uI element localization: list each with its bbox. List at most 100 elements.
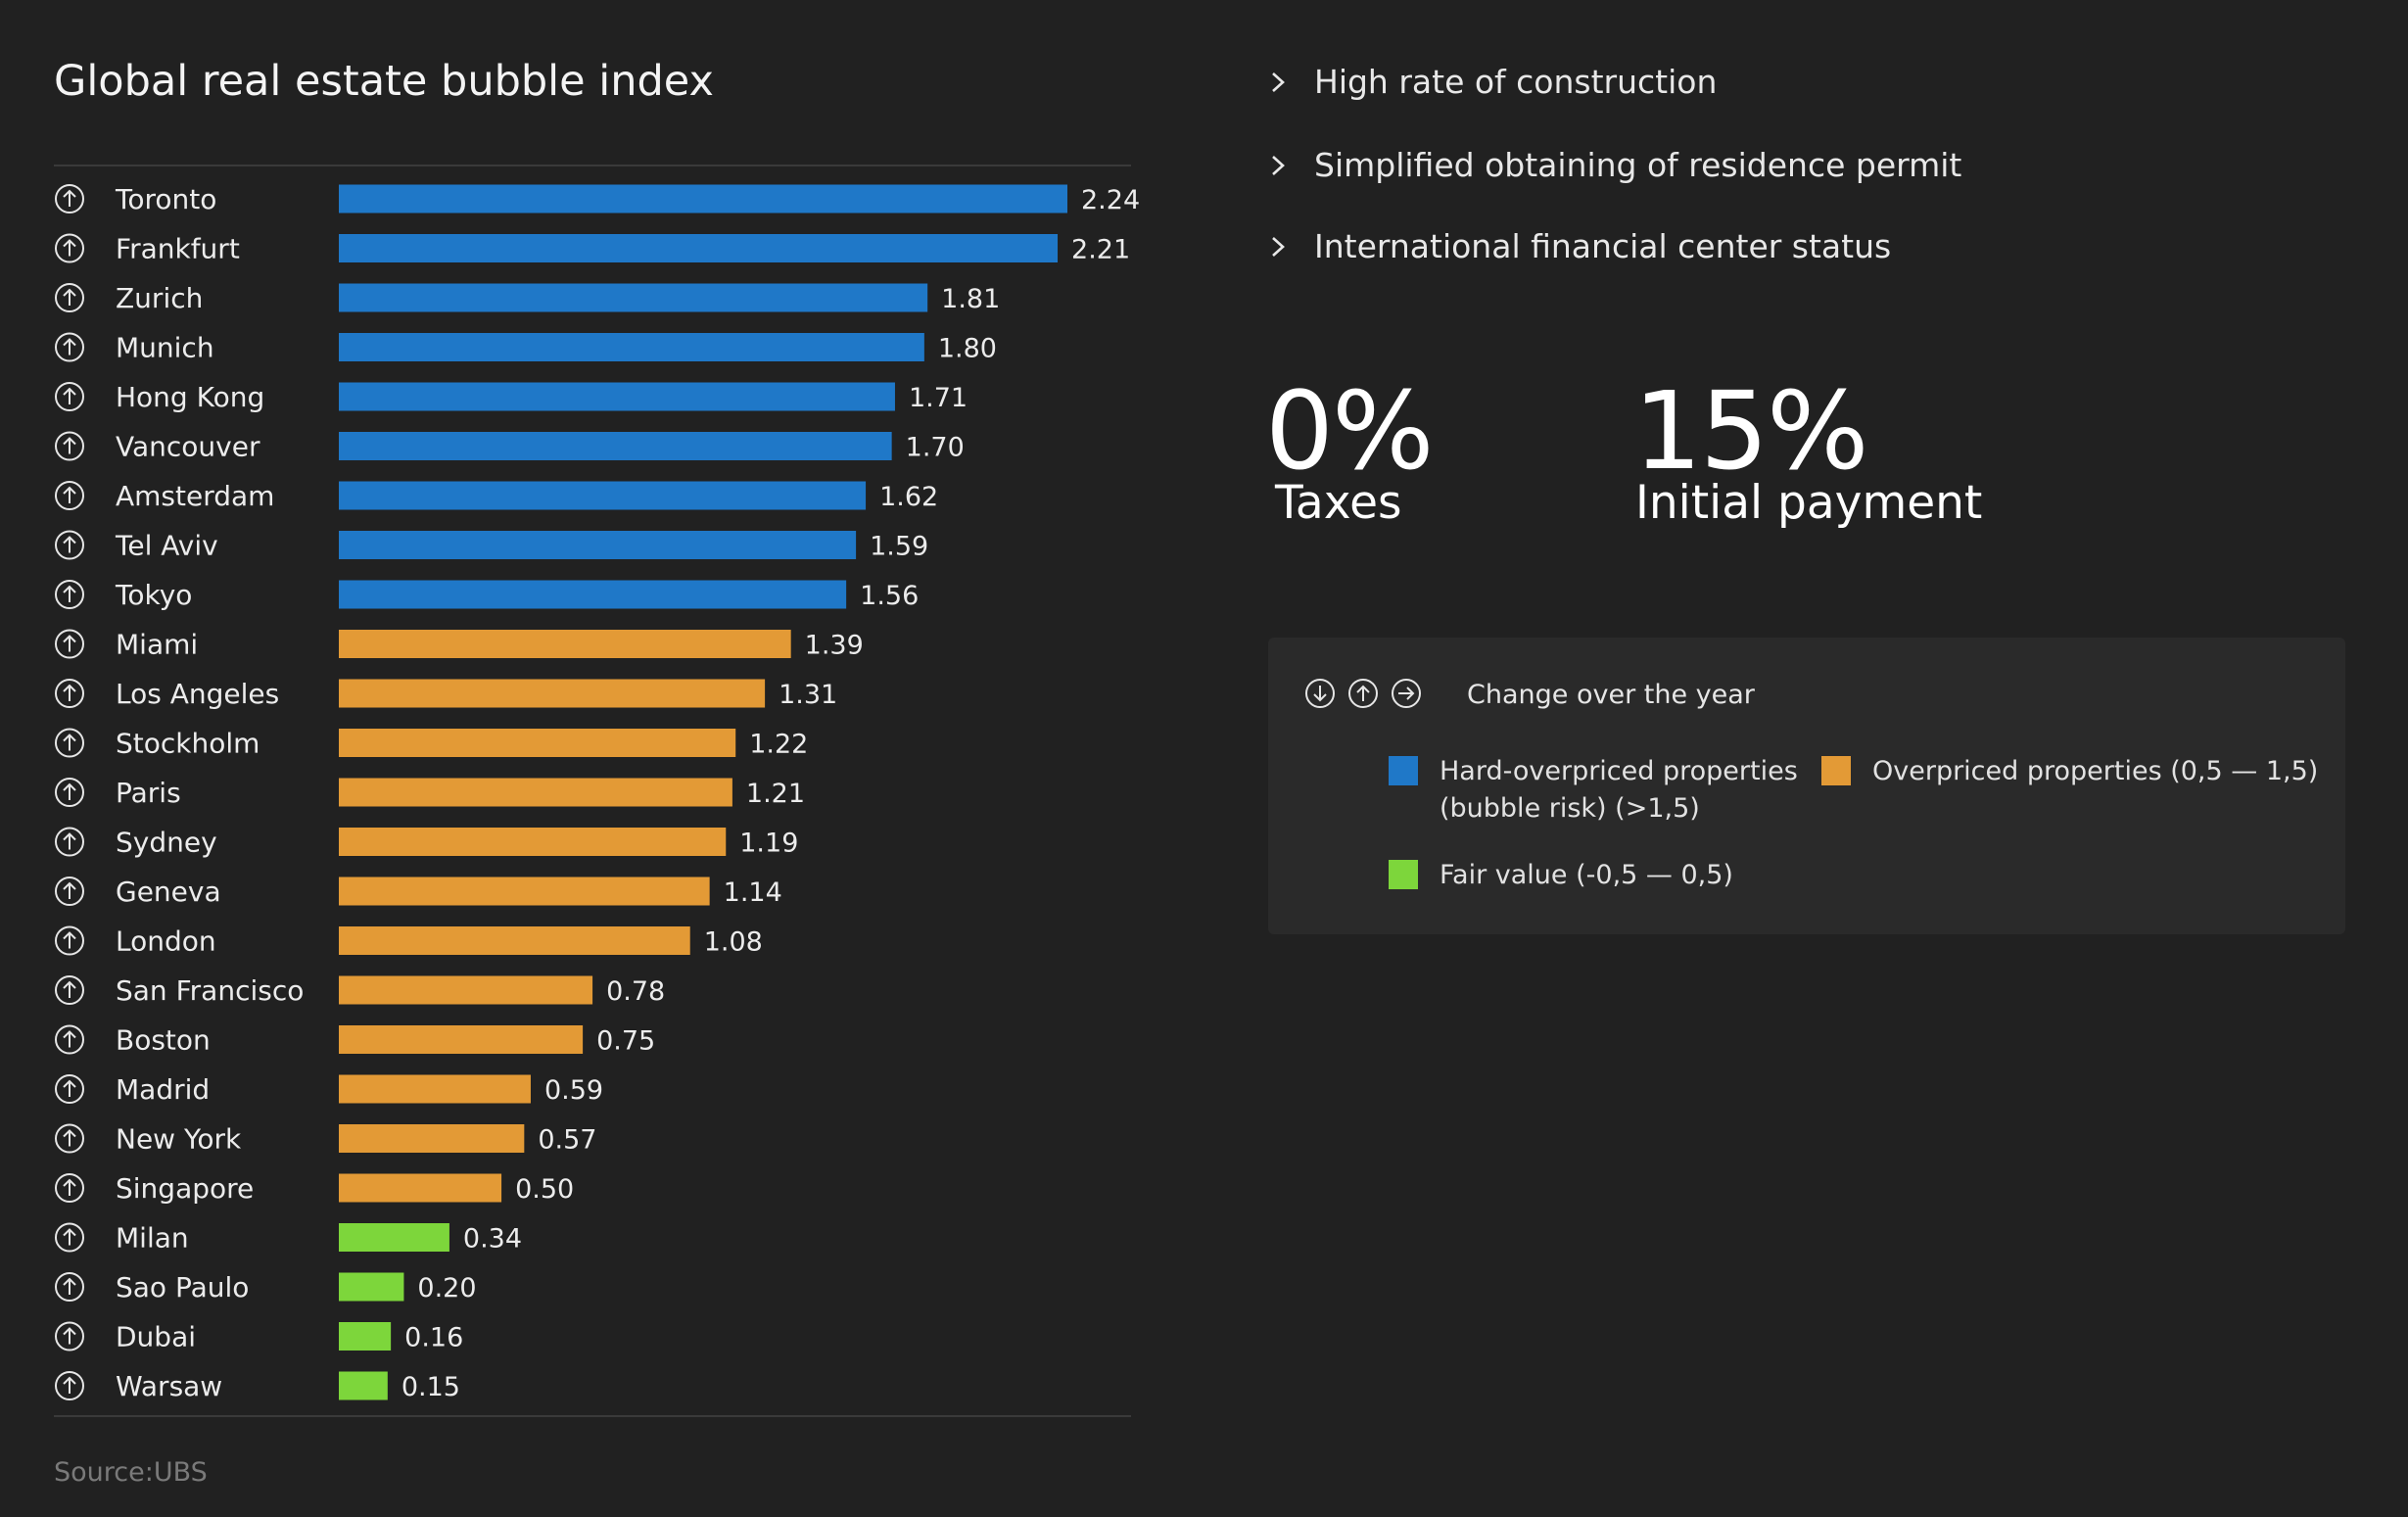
arrow-up-circle-icon bbox=[55, 975, 84, 1005]
category-label: Hong Kong bbox=[116, 381, 264, 413]
bar bbox=[339, 1223, 449, 1252]
value-label: 0.59 bbox=[544, 1075, 603, 1106]
bar bbox=[339, 1074, 531, 1104]
bar-row: New York 0.57 bbox=[55, 1123, 596, 1156]
legend-swatch-orange bbox=[1821, 756, 1851, 785]
category-label: Zurich bbox=[116, 282, 203, 314]
bar bbox=[339, 432, 892, 460]
arrow-up-circle-icon bbox=[55, 679, 84, 708]
bottom-divider bbox=[54, 1415, 1131, 1417]
value-label: 2.21 bbox=[1071, 235, 1130, 265]
arrow-up-circle-icon bbox=[55, 877, 84, 906]
value-label: 1.19 bbox=[739, 829, 798, 859]
value-label: 1.62 bbox=[879, 482, 938, 512]
bar-row: Warsaw 0.15 bbox=[55, 1370, 460, 1402]
value-label: 0.20 bbox=[417, 1273, 476, 1304]
legend-item-fair-value: Fair value (-0,5 — 0,5) bbox=[1389, 857, 1733, 894]
arrow-up-circle-icon bbox=[1346, 677, 1380, 710]
arrow-up-circle-icon bbox=[55, 827, 84, 857]
arrow-up-circle-icon bbox=[55, 382, 84, 411]
category-label: Los Angeles bbox=[116, 678, 279, 710]
arrow-up-circle-icon bbox=[55, 925, 84, 956]
highlight-construction: High rate of construction bbox=[1263, 63, 1717, 101]
highlight-text: High rate of construction bbox=[1314, 63, 1718, 101]
source-note: Source:UBS bbox=[54, 1457, 208, 1488]
legend-item-overpriced: Overpriced properties (0,5 — 1,5) bbox=[1821, 753, 2318, 790]
bar bbox=[339, 481, 867, 510]
value-label: 1.80 bbox=[938, 334, 997, 364]
arrow-up-circle-icon bbox=[55, 431, 84, 461]
bar-row: Toronto 2.24 bbox=[55, 183, 1140, 215]
arrow-up-circle-icon bbox=[55, 283, 84, 312]
arrow-up-circle-icon bbox=[55, 530, 84, 560]
bar bbox=[339, 531, 857, 559]
arrow-up-circle-icon bbox=[55, 1272, 84, 1302]
arrow-down-circle-icon bbox=[1303, 677, 1337, 710]
bar-row: Hong Kong 1.71 bbox=[55, 381, 968, 413]
value-label: 1.39 bbox=[805, 631, 864, 661]
value-label: 0.75 bbox=[596, 1026, 655, 1057]
legend-label: Overpriced properties (0,5 — 1,5) bbox=[1872, 756, 2319, 786]
value-label: 0.78 bbox=[606, 976, 665, 1007]
bar-row: Tel Aviv 1.59 bbox=[55, 530, 928, 562]
category-label: Munich bbox=[116, 332, 214, 364]
arrow-right-circle-icon bbox=[1390, 677, 1423, 710]
value-label: 0.50 bbox=[515, 1174, 574, 1205]
highlight-residence-permit: Simplified obtaining of residence permit bbox=[1263, 146, 1961, 184]
arrow-up-circle-icon bbox=[55, 1024, 84, 1055]
category-label: Vancouver bbox=[116, 431, 260, 463]
category-label: Tokyo bbox=[115, 579, 192, 611]
arrow-up-circle-icon bbox=[55, 233, 84, 263]
value-label: 1.31 bbox=[779, 680, 837, 710]
bar-row: Sao Paulo 0.20 bbox=[55, 1271, 477, 1304]
value-label: 0.57 bbox=[538, 1125, 596, 1156]
bar-row: Geneva 1.14 bbox=[55, 876, 782, 908]
bar-row: Sydney 1.19 bbox=[55, 827, 798, 859]
bar bbox=[339, 184, 1067, 213]
bar-row: San Francisco 0.78 bbox=[55, 974, 665, 1007]
stat-taxes-label: Taxes bbox=[1275, 476, 1402, 530]
category-label: San Francisco bbox=[116, 974, 304, 1007]
value-label: 1.14 bbox=[724, 877, 782, 908]
chevron-right-icon bbox=[1272, 236, 1285, 257]
bar bbox=[339, 1322, 392, 1351]
arrow-up-circle-icon bbox=[55, 728, 84, 758]
value-label: 1.59 bbox=[870, 532, 928, 562]
legend-label: Hard-overpriced properties bbox=[1440, 756, 1798, 786]
bar-row: Madrid 0.59 bbox=[55, 1073, 603, 1106]
value-label: 1.08 bbox=[704, 927, 763, 958]
legend-swatch-blue bbox=[1389, 756, 1418, 785]
arrow-up-circle-icon bbox=[55, 1371, 84, 1400]
bar bbox=[339, 1272, 404, 1302]
bar bbox=[339, 828, 727, 856]
bar bbox=[339, 630, 791, 658]
stat-initial-payment-label: Initial payment bbox=[1635, 476, 1983, 530]
change-icons bbox=[1303, 677, 1423, 710]
category-label: Miami bbox=[116, 629, 198, 661]
legend-item-hard-overpriced: Hard-overpriced properties (bubble risk)… bbox=[1389, 753, 1798, 828]
category-label: Madrid bbox=[116, 1073, 210, 1106]
category-label: Stockholm bbox=[116, 728, 260, 760]
value-label: 0.16 bbox=[404, 1323, 463, 1353]
value-label: 1.70 bbox=[906, 433, 965, 463]
category-label: Paris bbox=[116, 777, 181, 809]
category-label: Sydney bbox=[116, 827, 217, 859]
bar bbox=[339, 877, 710, 906]
bar-row: Paris 1.21 bbox=[55, 777, 805, 809]
bar bbox=[339, 1173, 502, 1203]
bar bbox=[339, 679, 766, 708]
bar-row: Munich 1.80 bbox=[55, 332, 997, 364]
category-label: Warsaw bbox=[116, 1370, 222, 1402]
bar-row: Singapore 0.50 bbox=[55, 1172, 574, 1205]
bar-row: Zurich 1.81 bbox=[55, 282, 1000, 314]
arrow-up-circle-icon bbox=[55, 1321, 84, 1351]
highlight-financial-center: International financial center status bbox=[1263, 227, 1891, 265]
arrow-up-circle-icon bbox=[55, 184, 84, 213]
bar bbox=[339, 382, 895, 411]
category-label: Toronto bbox=[115, 183, 216, 215]
arrow-up-circle-icon bbox=[55, 1173, 84, 1203]
arrow-up-circle-icon bbox=[55, 1222, 84, 1253]
highlight-text: International financial center status bbox=[1314, 227, 1892, 265]
bar-row: Frankfurt 2.21 bbox=[55, 233, 1130, 265]
bar-row: Stockholm 1.22 bbox=[55, 728, 808, 760]
